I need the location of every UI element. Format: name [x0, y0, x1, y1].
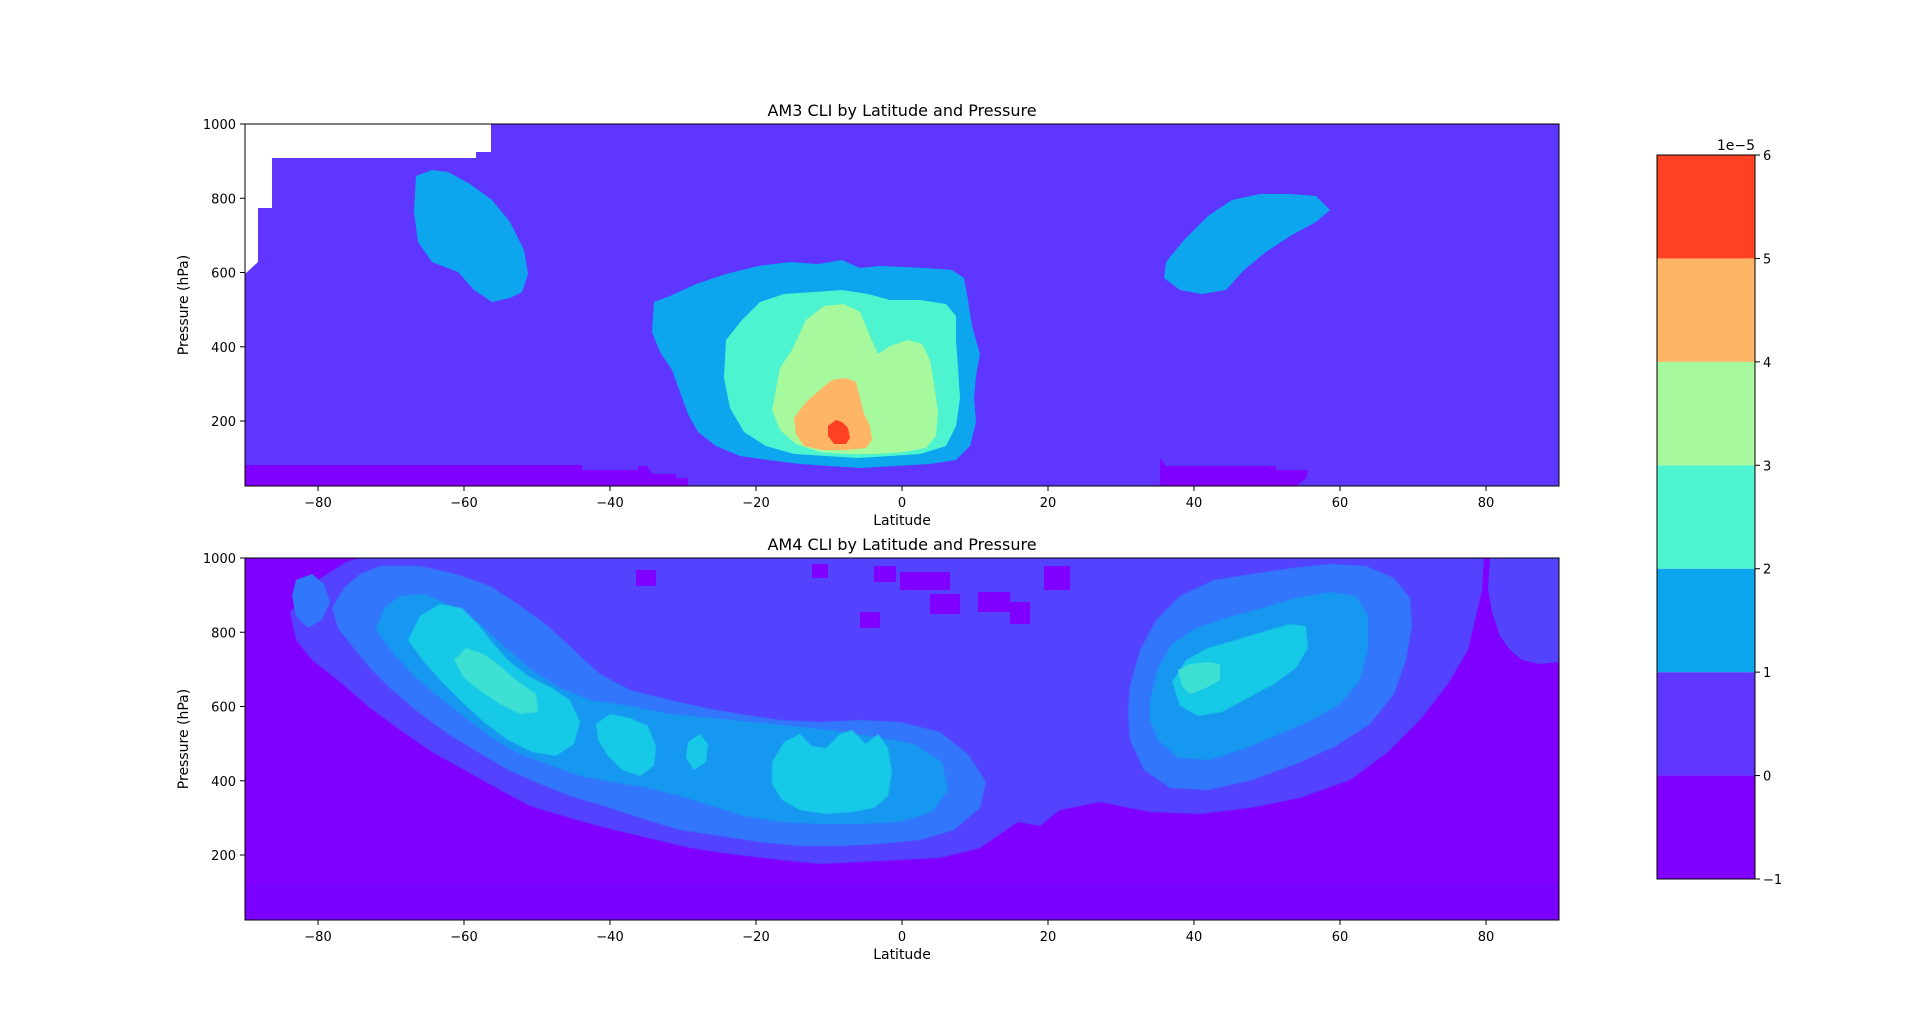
colorbar-tick-label: −1 [1763, 873, 1782, 888]
am4-x-tick-label: 40 [1186, 930, 1203, 945]
colorbar-tick-label: 0 [1763, 770, 1771, 785]
am4-x-tick-label: 60 [1332, 930, 1349, 945]
am4-x-tick-label: 20 [1040, 930, 1057, 945]
am4-y-tick-label: 1000 [203, 552, 236, 567]
am4-x-tick-label: −80 [304, 930, 331, 945]
am4-y-axis-label: Pressure (hPa) [176, 689, 192, 789]
colorbar-block [1657, 361, 1755, 466]
am3-x-tick-label: −60 [450, 496, 477, 511]
colorbar-tick-label: 6 [1763, 149, 1771, 164]
am3-y-tick-label: 600 [211, 267, 236, 282]
am3-top-band-south [245, 465, 688, 486]
am3-plot-panel: AM3 CLI by Latitude and Pressure 2004006… [176, 101, 1560, 529]
colorbar-blocks [1657, 155, 1755, 879]
am4-level-0-northpole-lobe [1488, 558, 1559, 664]
am3-x-tick-label: 0 [898, 496, 906, 511]
am4-y-tick-label: 400 [211, 775, 236, 790]
am4-small-patches [636, 564, 1070, 628]
am3-y-tick-label: 400 [211, 341, 236, 356]
am3-x-tick-label: 60 [1332, 496, 1349, 511]
am3-level-5-peak [828, 420, 850, 444]
colorbar-frame [1656, 154, 1756, 880]
am3-x-tick-label: −20 [742, 496, 769, 511]
am3-contour-field [245, 124, 1559, 486]
colorbar-block [1657, 775, 1755, 879]
colorbar-block [1657, 465, 1755, 569]
am3-y-axis-label: Pressure (hPa) [176, 255, 192, 355]
am4-x-tick-label: −60 [450, 930, 477, 945]
colorbar-tick-label: 4 [1763, 356, 1771, 371]
am3-x-axis-label: Latitude [873, 513, 931, 529]
am3-x-tick-label: 20 [1040, 496, 1057, 511]
colorbar: −1 0 1 2 3 4 5 6 1e−5 [1656, 138, 1782, 888]
am4-title: AM4 CLI by Latitude and Pressure [767, 535, 1036, 554]
am4-level-1-5-north-core [1172, 624, 1308, 716]
colorbar-ticks: −1 0 1 2 3 4 5 6 [1755, 149, 1782, 888]
am4-contour-field [245, 558, 1559, 920]
colorbar-block [1657, 672, 1755, 776]
am4-x-tick-label: 0 [898, 930, 906, 945]
am3-x-tick-label: 80 [1478, 496, 1495, 511]
am3-x-tick-label: 40 [1186, 496, 1203, 511]
am3-x-tick-label: −80 [304, 496, 331, 511]
am4-level-1-5-tropical [772, 730, 892, 814]
am4-level-1-5-small [686, 734, 708, 770]
colorbar-block [1657, 568, 1755, 673]
am4-level-0-5-spole [292, 574, 330, 628]
colorbar-tick-label: 5 [1763, 252, 1771, 267]
am4-level-2-south-peak [454, 648, 538, 714]
am3-level-1-north-midlat [1164, 194, 1330, 294]
am4-plot-panel: AM4 CLI by Latitude and Pressure 2004006… [176, 535, 1560, 963]
am3-y-tick-label: 1000 [203, 118, 236, 133]
am3-x-tick-label: −40 [596, 496, 623, 511]
am3-top-band-north [1160, 458, 1308, 486]
am4-level-2-north-peak [1178, 662, 1220, 694]
colorbar-tick-label: 3 [1763, 459, 1771, 474]
am3-y-tick-label: 800 [211, 192, 236, 207]
colorbar-tick-label: 2 [1763, 563, 1771, 578]
am4-y-tick-label: 200 [211, 849, 236, 864]
am3-x-axis: −80 −60 −40 −20 0 20 40 60 80 [304, 486, 1494, 511]
am4-x-axis-label: Latitude [873, 947, 931, 963]
am4-x-tick-label: 80 [1478, 930, 1495, 945]
am4-x-axis: −80 −60 −40 −20 0 20 40 60 80 [304, 920, 1494, 945]
colorbar-tick-label: 1 [1763, 666, 1771, 681]
colorbar-offset-text: 1e−5 [1717, 138, 1755, 154]
colorbar-block [1657, 155, 1755, 259]
am3-level-1-south-midlat [414, 170, 528, 302]
am3-missing-data-region [245, 124, 491, 274]
am4-level-1-5-subtropical [596, 714, 656, 776]
am3-y-tick-label: 200 [211, 415, 236, 430]
am3-title: AM3 CLI by Latitude and Pressure [767, 101, 1036, 120]
am4-top-band [245, 884, 1559, 920]
am3-y-axis: 200 400 600 800 1000 [203, 118, 245, 430]
am3-level-4-tropical [794, 378, 872, 450]
colorbar-block [1657, 258, 1755, 362]
am4-x-tick-label: −20 [742, 930, 769, 945]
am4-y-tick-label: 800 [211, 626, 236, 641]
am4-y-tick-label: 600 [211, 701, 236, 716]
am4-x-tick-label: −40 [596, 930, 623, 945]
am4-y-axis: 200 400 600 800 1000 [203, 552, 245, 864]
